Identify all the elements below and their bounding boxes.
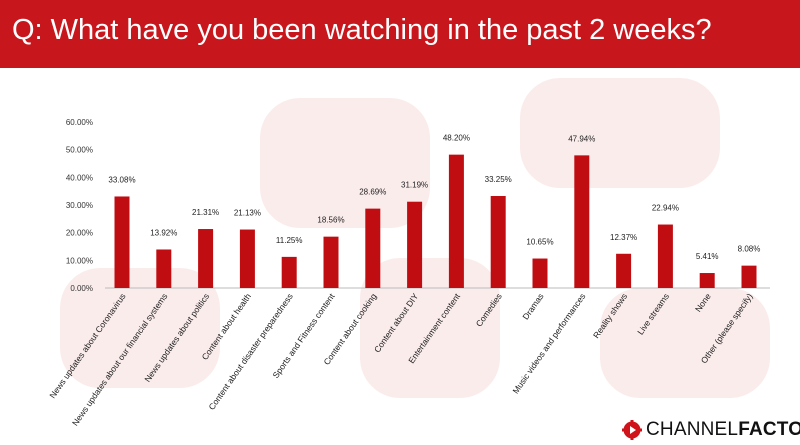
bar <box>281 256 297 288</box>
x-tick-label: None <box>693 291 713 314</box>
x-tick-label: Live streams <box>635 291 671 336</box>
data-label: 10.65% <box>526 238 553 247</box>
data-label: 8.08% <box>738 245 761 254</box>
data-label: 31.19% <box>401 181 428 190</box>
x-tick-label: Music videos and performances <box>510 291 587 395</box>
x-tick-label: Dramas <box>520 291 545 321</box>
y-tick-label: 50.00% <box>66 146 93 155</box>
channel-factory-logo-icon <box>622 420 642 440</box>
data-label: 13.92% <box>150 228 177 237</box>
x-tick-label: Comedies <box>474 291 504 328</box>
bar <box>741 265 757 288</box>
bar <box>616 253 632 288</box>
bar <box>448 154 464 288</box>
x-tick-label: Content about DIY <box>372 291 420 354</box>
background-decoration <box>0 68 800 445</box>
y-tick-label: 10.00% <box>66 256 93 265</box>
bar <box>407 201 423 288</box>
y-tick-label: 60.00% <box>66 118 93 127</box>
bar <box>365 208 381 288</box>
bar <box>490 196 506 288</box>
bar <box>699 273 715 288</box>
data-label: 22.94% <box>652 204 679 213</box>
y-tick-label: 40.00% <box>66 173 93 182</box>
bar <box>156 249 172 288</box>
x-tick-label: News updates about Coronavirus <box>47 291 127 400</box>
data-label: 11.25% <box>276 236 303 245</box>
page-title: Q: What have you been watching in the pa… <box>12 14 712 46</box>
bar <box>323 236 339 288</box>
data-label: 33.25% <box>485 175 512 184</box>
x-tick-label: Content about disaster preparedness <box>206 291 294 411</box>
bar-chart: 0.00% 10.00% 20.00% 30.00% 40.00% 50.00% 60.00… <box>47 118 770 428</box>
data-label: 47.94% <box>568 134 595 143</box>
data-label: 5.41% <box>696 252 719 261</box>
logo-text-channel: CHANNEL <box>646 419 739 440</box>
data-label: 12.37% <box>610 233 637 242</box>
data-label: 18.56% <box>317 216 344 225</box>
y-tick-label: 20.00% <box>66 229 93 238</box>
data-label: 28.69% <box>359 188 386 197</box>
y-tick-label: 30.00% <box>66 201 93 210</box>
bar <box>657 224 673 288</box>
y-tick-label: 0.00% <box>70 284 93 293</box>
bar <box>239 229 255 288</box>
bar <box>574 155 590 288</box>
data-label: 48.20% <box>443 134 470 143</box>
data-label: 33.08% <box>108 175 135 184</box>
x-tick-label: Reality shows <box>591 291 629 340</box>
data-label: 21.13% <box>234 209 261 218</box>
data-label: 21.31% <box>192 208 219 217</box>
bar <box>114 196 130 288</box>
bar <box>532 258 548 288</box>
bar <box>198 229 214 288</box>
logo-text-factory: FACTORY <box>738 419 800 440</box>
channel-factory-logo: CHANNELFACTORY <box>622 420 800 440</box>
header-bar: Q: What have you been watching in the pa… <box>0 0 800 68</box>
